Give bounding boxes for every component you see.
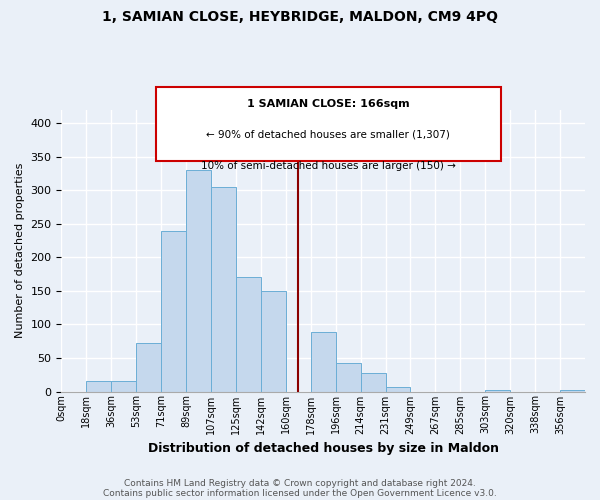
Title: Size of property relative to detached houses in Maldon: Size of property relative to detached ho…	[161, 92, 485, 104]
Bar	[236, 278, 261, 392]
FancyBboxPatch shape	[155, 88, 501, 160]
Bar	[311, 332, 335, 392]
Text: Contains public sector information licensed under the Open Government Licence v3: Contains public sector information licen…	[103, 488, 497, 498]
Bar	[335, 364, 361, 392]
Bar	[361, 374, 386, 392]
Text: 10% of semi-detached houses are larger (150) →: 10% of semi-detached houses are larger (…	[201, 160, 456, 170]
Bar	[386, 388, 410, 392]
Bar	[186, 170, 211, 392]
Bar	[86, 382, 111, 392]
Text: ← 90% of detached houses are smaller (1,307): ← 90% of detached houses are smaller (1,…	[206, 130, 451, 140]
Bar	[111, 382, 136, 392]
Text: 1 SAMIAN CLOSE: 166sqm: 1 SAMIAN CLOSE: 166sqm	[247, 98, 410, 108]
Bar	[136, 343, 161, 392]
Bar	[560, 390, 585, 392]
Y-axis label: Number of detached properties: Number of detached properties	[15, 163, 25, 338]
X-axis label: Distribution of detached houses by size in Maldon: Distribution of detached houses by size …	[148, 442, 499, 455]
Text: 1, SAMIAN CLOSE, HEYBRIDGE, MALDON, CM9 4PQ: 1, SAMIAN CLOSE, HEYBRIDGE, MALDON, CM9 …	[102, 10, 498, 24]
Bar	[161, 230, 186, 392]
Text: Contains HM Land Registry data © Crown copyright and database right 2024.: Contains HM Land Registry data © Crown c…	[124, 478, 476, 488]
Bar	[211, 187, 236, 392]
Bar	[485, 390, 510, 392]
Bar	[261, 291, 286, 392]
